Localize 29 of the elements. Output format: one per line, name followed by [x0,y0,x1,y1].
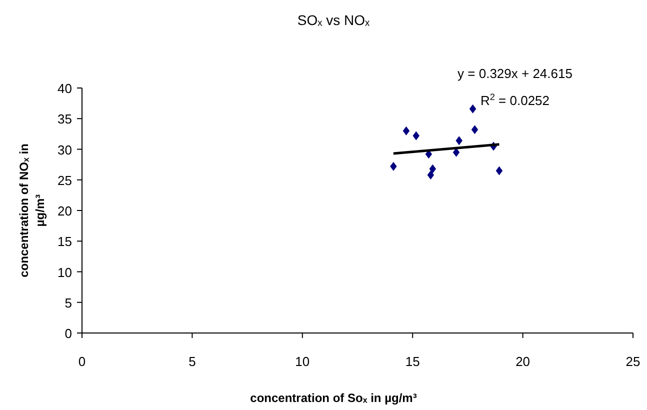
text: y = 0.329x + 24.615 [458,66,572,81]
y-tick-label: 5 [64,295,72,310]
x-tick-label: 25 [626,354,640,369]
y-tick-label: 40 [58,81,72,96]
point [496,166,503,176]
x-tick-label: 20 [516,354,530,369]
x-tick-label: 10 [295,354,310,369]
y-tick-label: 20 [58,204,72,218]
point [469,104,476,114]
x-tick-label: 15 [405,354,420,369]
chart-title: SOₓ vs NOₓ [297,12,370,28]
annotation: R$^{2}$ = 0.0252 [480,92,550,108]
x-axis-title: concentration of Soₓ in µg/m³ [250,391,417,405]
x-tick-label: 5 [188,354,196,369]
y-tick-label: 10 [58,264,72,280]
y-tick-label: 0 [64,326,72,341]
x-tick-label: 0 [78,354,86,369]
y-tick-label: 35 [58,112,72,127]
y-tick-label: 30 [58,142,72,158]
point [429,164,436,174]
point [390,162,397,171]
y-tick-label: 25 [58,172,72,188]
point [456,136,462,146]
point [402,126,410,136]
point [412,131,420,140]
point [471,125,478,134]
y-axis-title: concentration of NOₓ in µg/m³ [17,144,47,278]
point [427,170,434,180]
y-tick-label: 15 [58,234,72,250]
